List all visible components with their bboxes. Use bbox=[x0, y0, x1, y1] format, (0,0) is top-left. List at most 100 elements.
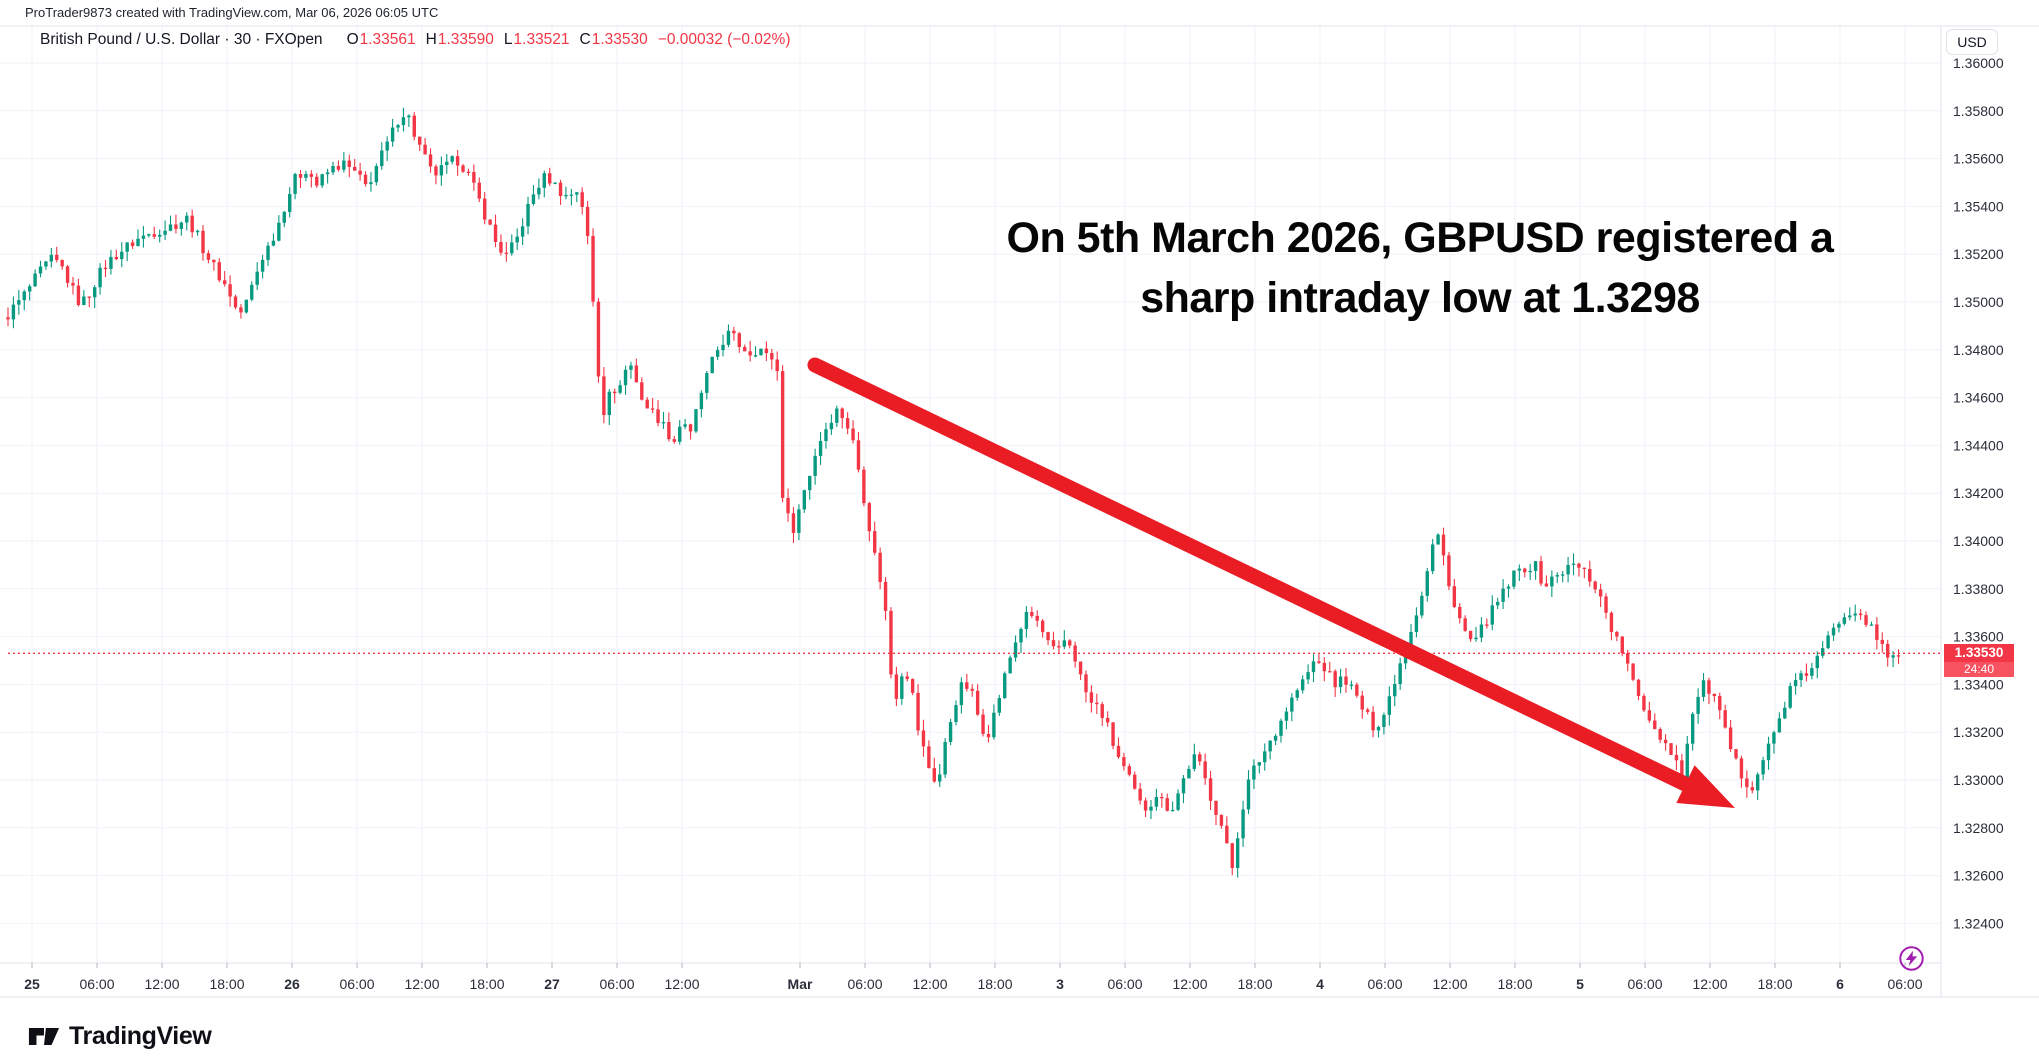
time-tick-label: 06:00 bbox=[1887, 976, 1922, 992]
candle-body bbox=[607, 391, 611, 416]
annotation-line-1: On 5th March 2026, GBPUSD registered a bbox=[1006, 214, 1834, 262]
candle-body bbox=[1804, 673, 1809, 676]
time-tick-label-day: Mar bbox=[788, 976, 813, 992]
candle-body bbox=[1831, 627, 1836, 636]
candle-body bbox=[585, 206, 590, 236]
candle-body bbox=[17, 300, 21, 305]
candle-body bbox=[1853, 613, 1857, 616]
candle-body bbox=[190, 215, 194, 233]
candle-body bbox=[22, 291, 26, 301]
candle-body bbox=[363, 174, 368, 185]
candle-body bbox=[753, 355, 758, 357]
candle-body bbox=[304, 173, 308, 178]
candlestick-series bbox=[6, 107, 1901, 878]
candle-body bbox=[650, 408, 655, 410]
candle-body bbox=[374, 166, 379, 183]
candle-body bbox=[986, 733, 991, 738]
candle-body bbox=[87, 296, 91, 298]
candle-body bbox=[1133, 774, 1137, 789]
candle-body bbox=[1360, 695, 1364, 710]
candle-body bbox=[1447, 555, 1451, 587]
candle-body bbox=[412, 115, 416, 137]
candle-body bbox=[1701, 680, 1706, 697]
candle-body bbox=[1588, 568, 1592, 582]
price-tick-label: 1.35400 bbox=[1953, 198, 2004, 214]
candle-body bbox=[1707, 680, 1711, 694]
currency-usd-button[interactable]: USD bbox=[1946, 29, 1998, 55]
candle-body bbox=[558, 182, 563, 196]
candle-body bbox=[764, 348, 769, 354]
candle-body bbox=[1111, 722, 1115, 746]
candle-body bbox=[596, 301, 601, 377]
candle-body bbox=[575, 192, 579, 195]
symbol-legend: British Pound / U.S. Dollar · 30 · FXOpe… bbox=[40, 30, 791, 50]
candle-body bbox=[1225, 825, 1229, 844]
candle-body bbox=[878, 552, 882, 582]
candle-body bbox=[1820, 648, 1825, 656]
candle-body bbox=[1799, 673, 1803, 681]
candle-body bbox=[1869, 624, 1874, 626]
candle-body bbox=[1105, 717, 1110, 723]
candle-body bbox=[1566, 564, 1570, 575]
candle-body bbox=[331, 166, 335, 173]
candle-body bbox=[1317, 661, 1321, 663]
bar-countdown: 24:40 bbox=[1944, 662, 2014, 678]
time-tick-label-day: 5 bbox=[1576, 976, 1584, 992]
price-tick-label: 1.34600 bbox=[1953, 390, 2004, 406]
tradingview-logo[interactable]: TradingView bbox=[28, 1022, 212, 1051]
symbol-title[interactable]: British Pound / U.S. Dollar · 30 · FXOpe… bbox=[40, 31, 323, 48]
candle-body bbox=[244, 299, 249, 313]
price-tick-label: 1.33400 bbox=[1953, 676, 2004, 692]
candle-body bbox=[1815, 655, 1819, 669]
candle-body bbox=[1680, 760, 1684, 780]
candle-body bbox=[1387, 696, 1392, 715]
candle-body bbox=[851, 428, 855, 441]
candle-body bbox=[1393, 684, 1397, 697]
arrow-drawing[interactable] bbox=[807, 357, 1735, 808]
candle-body bbox=[932, 768, 937, 782]
candle-body bbox=[1355, 684, 1359, 696]
time-tick-label-day: 27 bbox=[544, 976, 560, 992]
candle-body bbox=[1647, 710, 1652, 721]
candle-body bbox=[168, 224, 173, 231]
time-tick-label-day: 6 bbox=[1836, 976, 1844, 992]
candle-body bbox=[217, 262, 221, 281]
candle-body bbox=[970, 688, 974, 691]
candle-body bbox=[1414, 615, 1419, 633]
current-price-value: 1.33530 bbox=[1944, 644, 2014, 663]
candle-body bbox=[1040, 620, 1045, 633]
candle-body bbox=[1761, 760, 1765, 775]
candle-body bbox=[520, 226, 525, 237]
candle-body bbox=[883, 581, 888, 611]
tradingview-wordmark: TradingView bbox=[69, 1022, 212, 1050]
price-tick-label: 1.34200 bbox=[1953, 485, 2004, 501]
candle-body bbox=[98, 267, 102, 288]
lightning-icon[interactable] bbox=[1897, 944, 1926, 973]
candle-body bbox=[1485, 624, 1489, 626]
candle-body bbox=[1160, 796, 1164, 799]
candle-body bbox=[147, 234, 151, 236]
candle-body bbox=[38, 266, 43, 274]
candle-body bbox=[634, 365, 639, 383]
candle-body bbox=[1073, 645, 1077, 662]
candle-body bbox=[1398, 663, 1402, 685]
candle-body bbox=[1349, 684, 1354, 686]
time-tick-label: 06:00 bbox=[1367, 976, 1402, 992]
candle-body bbox=[938, 774, 942, 782]
candle-body bbox=[482, 198, 487, 220]
candle-body bbox=[1755, 774, 1760, 791]
low-letter: L bbox=[503, 31, 513, 48]
candle-body bbox=[325, 172, 330, 175]
time-tick-label-day: 3 bbox=[1056, 976, 1064, 992]
candle-body bbox=[1263, 751, 1267, 763]
annotation-text[interactable]: On 5th March 2026, GBPUSD registered a s… bbox=[950, 208, 1890, 328]
price-axis[interactable]: 1.36000 1.35800 1.35600 1.35400 1.35200 1.350… bbox=[1953, 55, 2004, 931]
candle-body bbox=[1593, 581, 1597, 590]
candle-body bbox=[342, 160, 346, 170]
candle-body bbox=[309, 173, 314, 177]
candle-body bbox=[623, 369, 628, 386]
close-letter: C bbox=[579, 31, 591, 48]
time-axis[interactable]: 25 06:00 12:00 18:00 26 06:00 12:00 18:00 27 06:0… bbox=[24, 963, 1923, 992]
candle-body bbox=[428, 154, 433, 167]
